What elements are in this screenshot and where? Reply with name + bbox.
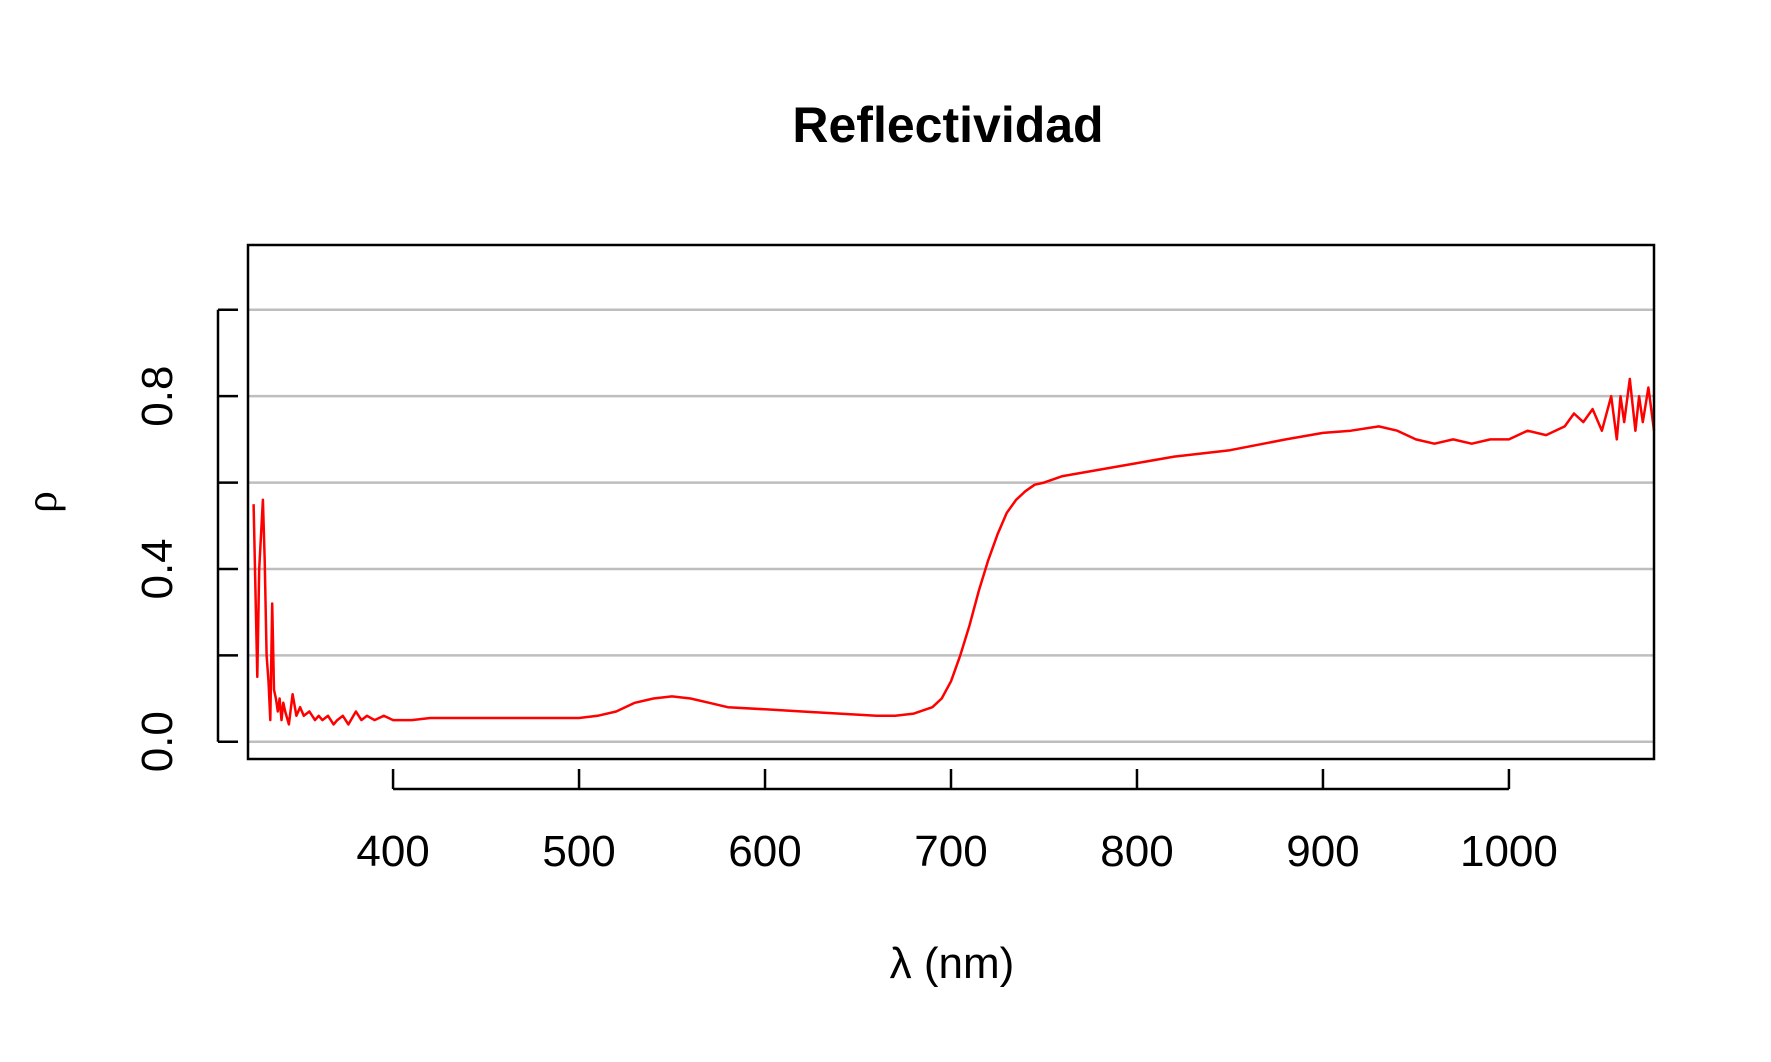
y-tick-label: 0.0	[133, 711, 182, 772]
series-line	[252, 377, 1656, 726]
chart-title: Reflectividad	[792, 97, 1103, 153]
x-tick-label: 800	[1100, 827, 1173, 876]
x-axis: 400 500 600 700 800 900 1000	[356, 769, 1558, 876]
x-tick-label: 600	[728, 827, 801, 876]
x-tick-label: 700	[914, 827, 987, 876]
plot-frame	[246, 243, 1656, 761]
x-tick-label: 900	[1286, 827, 1359, 876]
y-tick-label: 0.4	[133, 538, 182, 599]
x-tick-label: 1000	[1460, 827, 1558, 876]
series-layer	[252, 377, 1656, 726]
grid-lines	[248, 308, 1654, 743]
x-tick-label: 500	[542, 827, 615, 876]
y-axis-label: ρ	[17, 491, 66, 513]
y-axis: 0.0 0.4 0.8	[133, 308, 238, 772]
x-axis-label: λ (nm)	[890, 939, 1015, 988]
y-tick-label: 0.8	[133, 366, 182, 427]
x-tick-label: 400	[356, 827, 429, 876]
